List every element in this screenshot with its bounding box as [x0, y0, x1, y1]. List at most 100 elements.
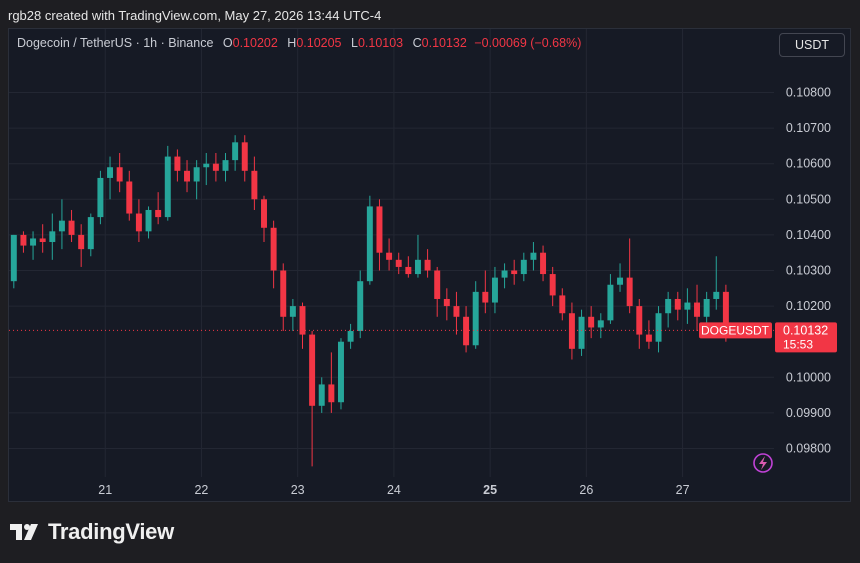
candle	[251, 156, 258, 210]
candle	[261, 195, 267, 243]
candle	[203, 153, 210, 186]
candle	[626, 238, 633, 314]
open-value: 0.10202	[232, 36, 278, 50]
candle-body	[318, 384, 325, 406]
candle	[87, 213, 94, 257]
candle-body	[588, 316, 595, 328]
candle	[674, 291, 681, 321]
symbol-tag-bg	[699, 322, 772, 339]
candle	[328, 352, 335, 413]
lightning-icon[interactable]	[753, 453, 773, 473]
y-tick-label: 0.10300	[786, 264, 831, 278]
candle	[684, 288, 691, 324]
low-value: 0.10103	[357, 36, 404, 50]
candle-body	[674, 298, 681, 310]
candle	[184, 160, 191, 193]
candle	[434, 266, 441, 317]
candle-body	[665, 298, 672, 314]
candle-body	[241, 142, 248, 171]
candle	[665, 291, 672, 328]
currency-button[interactable]: USDT	[779, 33, 845, 57]
candle	[39, 224, 46, 253]
candle-body	[289, 306, 296, 317]
candle-body	[386, 252, 393, 260]
low-label: L	[351, 36, 358, 50]
candle	[588, 306, 595, 339]
candle-body	[78, 234, 85, 250]
candle	[280, 263, 287, 332]
x-tick-label: 22	[194, 483, 208, 497]
candle	[694, 284, 701, 332]
candle	[578, 309, 585, 356]
candle-body	[328, 384, 335, 403]
x-tick-label: 26	[579, 483, 593, 497]
candle	[713, 256, 720, 310]
candle	[212, 153, 219, 182]
candle	[549, 266, 556, 307]
price-tag-countdown: 15:53	[783, 337, 813, 351]
lightning-icon-bolt	[759, 456, 767, 470]
price-tag-bg	[775, 322, 837, 353]
candle	[453, 291, 460, 335]
y-tick-label: 0.10000	[786, 370, 831, 384]
y-tick-label: 0.09800	[786, 442, 831, 456]
candlestick-chart[interactable]: 0.10800 0.10700 0.10600 0.10500 0.10400 0.103…	[9, 29, 850, 501]
symbol-label[interactable]: Dogecoin / TetherUS · 1h · Binance	[17, 36, 214, 50]
x-tick-label: 27	[676, 483, 690, 497]
candle-body	[49, 231, 56, 243]
candle-body	[597, 320, 604, 328]
chart-frame[interactable]: 0.10800 0.10700 0.10600 0.10500 0.10400 0.103…	[8, 28, 851, 502]
candle-body	[607, 284, 614, 321]
candle	[463, 306, 470, 353]
tradingview-logo-icon	[10, 524, 38, 540]
candle	[20, 231, 27, 253]
candle	[164, 145, 171, 221]
x-tick-label: 21	[98, 483, 112, 497]
candle	[309, 331, 316, 467]
candle	[318, 377, 325, 413]
close-label: C	[412, 36, 422, 50]
candle	[299, 302, 306, 349]
candle	[645, 320, 652, 349]
high-label: H	[287, 36, 297, 50]
y-tick-label: 0.10600	[786, 157, 831, 171]
candle-body	[434, 270, 441, 299]
candle	[491, 266, 498, 314]
candle	[482, 270, 489, 314]
candle-body	[107, 167, 114, 178]
candle-body	[309, 334, 316, 406]
candle	[655, 306, 662, 353]
candle	[135, 199, 142, 243]
candle-body	[261, 199, 267, 228]
candle-body	[270, 227, 277, 271]
candle-body	[337, 341, 344, 403]
candle-body	[193, 167, 200, 182]
candle	[58, 199, 65, 250]
candle-body	[10, 234, 17, 282]
candle-body	[540, 252, 547, 275]
candle-body	[549, 274, 556, 296]
symbol-tag-text: DOGEUSDT	[701, 323, 770, 337]
candle-body	[376, 206, 383, 253]
candle-body	[203, 163, 210, 168]
candle	[107, 156, 114, 200]
candle	[540, 245, 547, 282]
candle	[68, 209, 75, 243]
candle-body	[395, 259, 402, 267]
candle-body	[212, 163, 219, 171]
candle-body	[684, 302, 691, 310]
y-tick-label: 0.10400	[786, 228, 831, 242]
close-value: 0.10132	[421, 36, 467, 50]
candle	[232, 135, 239, 171]
candle-body	[68, 220, 75, 235]
candle-body	[405, 266, 412, 275]
candle	[155, 192, 162, 225]
y-tick-label: 0.09900	[786, 406, 831, 420]
tradingview-logo: TradingView	[10, 519, 174, 545]
candle	[145, 206, 152, 239]
candle	[337, 338, 344, 410]
candle-body	[578, 316, 585, 349]
candle-body	[645, 334, 652, 342]
candle	[49, 213, 56, 260]
